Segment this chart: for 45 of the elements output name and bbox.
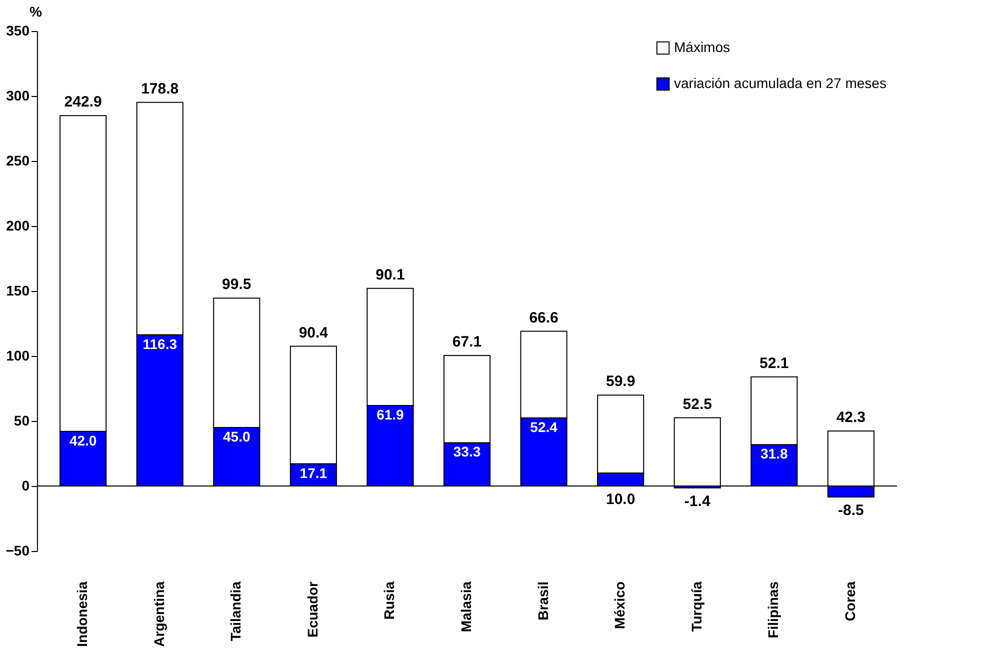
y-axis-title: % <box>30 4 42 20</box>
x-tick-label: Filipinas <box>765 581 782 638</box>
x-tick-label: Turquía <box>688 581 704 632</box>
x-tick-label: Malasia <box>458 581 474 632</box>
data-label: 45.0 <box>223 428 250 444</box>
data-label: 67.1 <box>452 333 482 350</box>
data-label: 99.5 <box>222 276 252 294</box>
x-tick-label: Corea <box>842 581 858 622</box>
data-label: -1.4 <box>684 492 711 510</box>
data-label: 61.9 <box>376 406 404 423</box>
x-tick-label: Tailandia <box>228 581 244 642</box>
legend-label: variación acumulada en 27 meses <box>674 75 886 91</box>
data-label: 52.1 <box>760 354 789 372</box>
data-label: 90.4 <box>298 324 329 342</box>
data-label: 90.1 <box>376 266 405 284</box>
data-label: 242.9 <box>64 94 102 111</box>
y-tick-label: 50 <box>14 412 30 428</box>
data-label: -8.5 <box>838 502 864 520</box>
data-label: 31.8 <box>760 446 788 462</box>
y-tick-label: 250 <box>6 152 30 168</box>
x-tick-label: Ecuador <box>304 580 320 638</box>
data-label: 33.3 <box>453 444 481 460</box>
data-label: 42.3 <box>836 409 866 426</box>
data-label: 52.4 <box>530 418 558 435</box>
data-label: 116.3 <box>142 336 178 352</box>
y-tick-label: 200 <box>6 218 30 234</box>
x-tick-label: Brasil <box>534 582 551 620</box>
y-tick-label: 150 <box>6 282 30 298</box>
x-tick-label: México <box>612 582 628 629</box>
x-tick-label: Rusia <box>381 581 398 620</box>
x-tick-label: Argentina <box>150 581 167 647</box>
y-tick-label: 0 <box>22 478 30 494</box>
y-tick-label: 300 <box>6 88 30 104</box>
data-label: 66.6 <box>529 309 558 326</box>
data-label: 52.5 <box>682 396 712 413</box>
y-tick-label: 100 <box>6 348 30 364</box>
y-tick-label: 350 <box>6 22 30 38</box>
data-label: 42.0 <box>69 432 97 448</box>
legend-label: Máximos <box>674 39 730 55</box>
x-tick-label: Indonesia <box>74 581 90 647</box>
data-label: 59.9 <box>606 373 636 390</box>
data-label: 10.0 <box>606 491 636 508</box>
data-label: 17.1 <box>300 464 328 481</box>
data-label: 178.8 <box>141 80 179 98</box>
y-tick-label: −50 <box>6 542 30 558</box>
